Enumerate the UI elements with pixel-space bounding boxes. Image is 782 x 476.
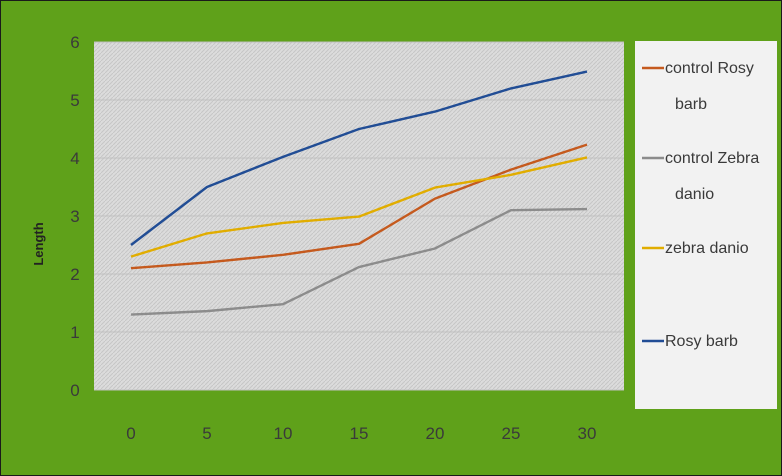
series-line — [130, 70, 588, 246]
legend-label: control Zebra — [665, 150, 759, 167]
x-tick-label: 10 — [274, 424, 293, 443]
legend-label: danio — [675, 186, 714, 203]
x-tick-label: 20 — [426, 424, 445, 443]
legend-label: zebra danio — [665, 240, 749, 257]
y-tick-label: 3 — [70, 207, 79, 226]
y-tick-label: 6 — [70, 33, 79, 52]
y-tick-label: 1 — [70, 323, 79, 342]
x-tick-label: 5 — [202, 424, 211, 443]
x-tick-label: 30 — [578, 424, 597, 443]
y-tick-label: 4 — [70, 149, 79, 168]
series-line — [130, 207, 588, 316]
series-line — [130, 143, 588, 270]
legend-label: control Rosy — [665, 60, 754, 77]
series-lines — [130, 70, 588, 316]
legend-label: barb — [675, 96, 707, 113]
legend: control Rosy barb control Zebra danio zebra … — [642, 60, 759, 350]
y-tick-label: 0 — [70, 381, 79, 400]
x-tick-label: 25 — [502, 424, 521, 443]
x-tick-label: 15 — [350, 424, 369, 443]
gridlines — [94, 41, 624, 391]
legend-label: Rosy barb — [665, 333, 738, 350]
y-tick-label: 2 — [70, 265, 79, 284]
x-tick-label: 0 — [126, 424, 135, 443]
y-axis-label: Length — [31, 222, 46, 265]
legend-box — [635, 41, 777, 409]
tick-labels: 0 1 2 3 4 5 6 0 5 10 15 20 25 30 — [70, 33, 596, 443]
series-line — [130, 156, 588, 258]
y-tick-label: 5 — [70, 91, 79, 110]
